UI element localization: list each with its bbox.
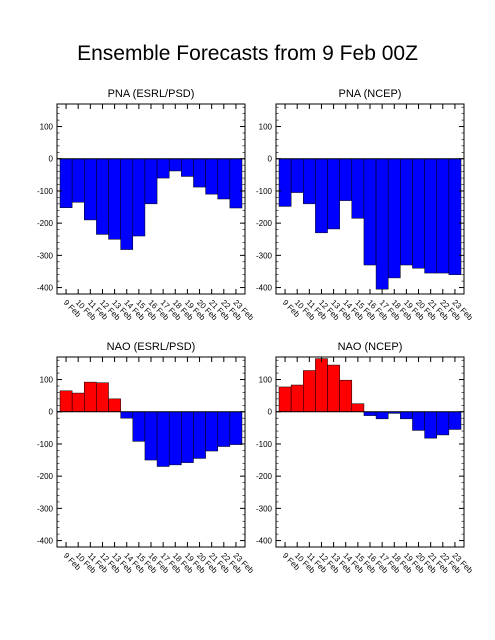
- chart-title: NAO (NCEP): [338, 341, 403, 353]
- y-tick-label: 100: [259, 376, 273, 385]
- y-tick-label: -400: [37, 284, 54, 293]
- y-tick-label: 0: [268, 408, 273, 417]
- y-tick-label: 100: [259, 123, 273, 132]
- bar: [339, 379, 353, 412]
- bar: [400, 411, 413, 420]
- bar: [351, 158, 365, 219]
- bar: [156, 411, 170, 467]
- y-tick-label: -200: [37, 219, 54, 228]
- bar: [400, 158, 413, 266]
- bar: [144, 411, 158, 461]
- bar: [303, 370, 316, 412]
- y-tick-label: -400: [256, 284, 273, 293]
- bar: [205, 411, 218, 452]
- bar: [448, 411, 462, 430]
- bar: [168, 411, 182, 466]
- y-tick-label: -300: [37, 504, 54, 513]
- y-tick-label: -200: [37, 472, 54, 481]
- bar: [436, 411, 450, 436]
- chart-title: PNA (NCEP): [339, 88, 402, 100]
- bar: [424, 411, 437, 439]
- bar: [363, 411, 377, 416]
- bar: [436, 158, 450, 274]
- y-tick-label: -300: [256, 504, 273, 513]
- chart-title: PNA (ESRL/PSD): [108, 88, 195, 100]
- y-tick-label: 100: [40, 123, 54, 132]
- bar: [424, 158, 437, 274]
- bar: [108, 398, 121, 412]
- bar: [96, 382, 109, 412]
- bar: [84, 158, 97, 221]
- y-tick-label: -400: [37, 537, 54, 546]
- bar: [351, 403, 365, 412]
- bar: [120, 411, 134, 419]
- bar: [120, 158, 134, 250]
- y-tick-label: 0: [49, 408, 54, 417]
- bar: [290, 158, 304, 193]
- bar: [278, 386, 292, 412]
- bar: [181, 158, 194, 177]
- bar: [290, 384, 304, 412]
- y-tick-label: -100: [37, 440, 54, 449]
- bar: [132, 158, 146, 237]
- bar: [363, 158, 377, 266]
- bar: [59, 390, 73, 412]
- y-tick-label: 100: [40, 376, 54, 385]
- bar: [217, 411, 231, 447]
- bar: [229, 158, 243, 209]
- bar: [156, 158, 170, 179]
- bar: [108, 158, 121, 240]
- page-title: Ensemble Forecasts from 9 Feb 00Z: [77, 42, 418, 65]
- y-tick-label: -100: [37, 187, 54, 196]
- y-tick-label: -400: [256, 537, 273, 546]
- y-tick-label: -300: [256, 251, 273, 260]
- bar: [71, 158, 85, 203]
- y-tick-label: -300: [37, 251, 54, 260]
- bar: [315, 358, 328, 412]
- bar: [375, 411, 389, 420]
- bar: [96, 158, 109, 235]
- bar: [327, 158, 340, 230]
- y-tick-label: -100: [256, 187, 273, 196]
- bar: [278, 158, 292, 207]
- bar: [59, 158, 73, 208]
- bar: [375, 158, 389, 290]
- bar: [327, 364, 340, 412]
- bar: [303, 158, 316, 205]
- bar: [144, 158, 158, 205]
- bar: [339, 158, 353, 201]
- bar: [132, 411, 146, 442]
- y-tick-label: -200: [256, 219, 273, 228]
- bar: [181, 411, 194, 463]
- bar: [315, 158, 328, 234]
- bar: [193, 411, 206, 459]
- bar: [412, 411, 425, 431]
- bar: [229, 411, 243, 445]
- bar: [412, 158, 425, 269]
- bar: [193, 158, 206, 188]
- bar: [205, 158, 218, 195]
- bar: [168, 158, 182, 172]
- y-tick-label: 0: [268, 155, 273, 164]
- bar: [448, 158, 462, 275]
- y-tick-label: -100: [256, 440, 273, 449]
- bar: [217, 158, 231, 200]
- bar: [71, 392, 85, 412]
- chart-title: NAO (ESRL/PSD): [107, 341, 196, 353]
- bar: [84, 381, 97, 412]
- y-tick-label: -200: [256, 472, 273, 481]
- y-tick-label: 0: [49, 155, 54, 164]
- bar: [387, 158, 401, 279]
